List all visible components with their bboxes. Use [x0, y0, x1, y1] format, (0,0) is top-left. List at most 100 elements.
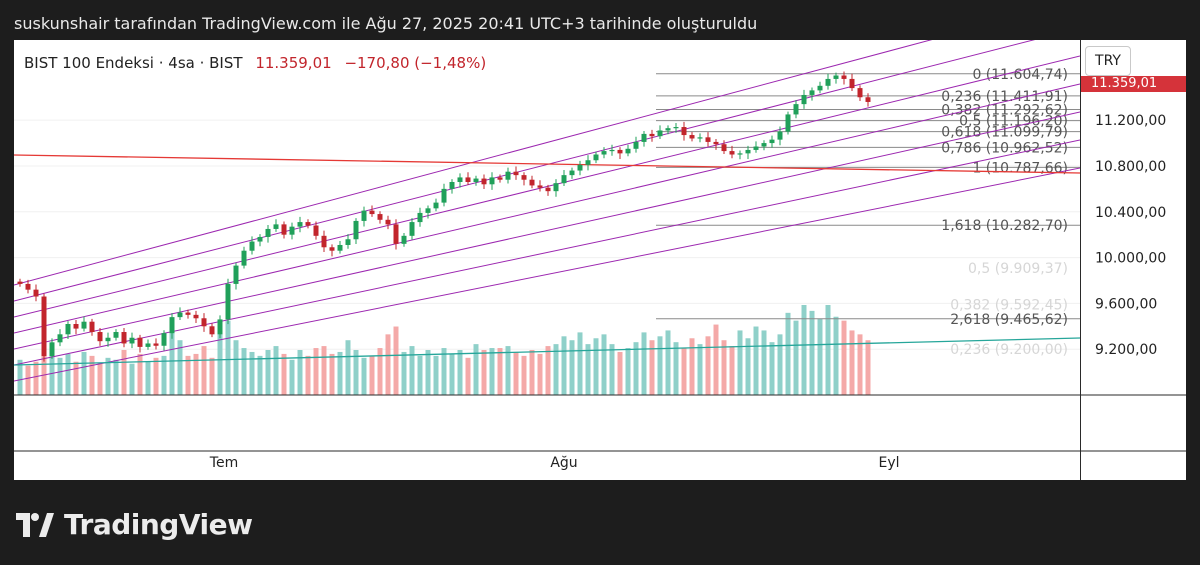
candle [17, 278, 23, 287]
volume-bar [305, 355, 311, 395]
volume-bar [105, 357, 111, 395]
volume-bar [673, 342, 679, 395]
volume-bar [49, 348, 55, 395]
volume-bar [737, 330, 743, 395]
volume-bar [729, 346, 735, 395]
teal-trend-line[interactable] [14, 337, 1080, 366]
volume-bar [769, 342, 775, 395]
volume-bar [409, 346, 415, 395]
candle [169, 313, 175, 339]
candle [625, 144, 631, 157]
price-tick-5: 9.200,00 [1095, 342, 1157, 358]
candle [113, 329, 119, 341]
candle [225, 278, 231, 325]
faint-fib-label-0: 0,5 (9.909,37) [968, 261, 1068, 277]
candle [145, 339, 151, 350]
candle [657, 125, 663, 140]
volume-bar [345, 340, 351, 395]
volume-bar [681, 348, 687, 395]
volume-bar [513, 351, 519, 395]
candle [65, 321, 71, 340]
candle [833, 72, 839, 84]
volume-bar [793, 320, 799, 395]
channel-line-0[interactable] [14, 40, 1080, 286]
volume-bar [745, 338, 751, 395]
candle [209, 323, 215, 338]
volume-bar [801, 305, 807, 395]
channel-line-2[interactable] [14, 55, 1080, 318]
channel-line-6[interactable] [14, 167, 1080, 382]
volume-bar [569, 340, 575, 395]
price-axis[interactable]: TRY 11.359,01 11.200,00 10.800,00 10.400,0… [1081, 40, 1186, 480]
volume-bar [145, 361, 151, 395]
volume-bar [497, 348, 503, 395]
time-label-2: Eyl [878, 455, 899, 471]
candle [153, 338, 159, 350]
volume-bar [81, 351, 87, 395]
candle [441, 183, 447, 207]
volume-bar [169, 328, 175, 395]
volume-bar [233, 340, 239, 395]
tradingview-logo[interactable]: TradingView [16, 508, 253, 541]
candle [545, 184, 551, 196]
price-tick-3: 10.000,00 [1095, 251, 1166, 267]
candle [745, 145, 751, 159]
candle [121, 328, 127, 348]
channel-line-3[interactable] [14, 83, 1080, 334]
candle [729, 145, 735, 159]
candle [841, 71, 847, 85]
pitchfork-channel-lines [14, 40, 1080, 382]
volume-bar [201, 346, 207, 395]
channel-line-5[interactable] [14, 139, 1080, 366]
candle [521, 172, 527, 186]
faint-fib-levels: 0,5 (9.909,37) 0,382 (9.592,45) 0,236 (9.2… [950, 261, 1068, 358]
candle [233, 262, 239, 290]
candle [689, 132, 695, 142]
candle [321, 230, 327, 252]
price-tick-2: 10.400,00 [1095, 205, 1166, 221]
candle [793, 100, 799, 119]
candle [465, 172, 471, 185]
volume-bar [473, 344, 479, 395]
volume-bar [481, 350, 487, 395]
currency-selector[interactable]: TRY [1085, 46, 1131, 76]
red-trend-line[interactable] [14, 154, 1080, 174]
candle [57, 329, 63, 347]
price-axis-ticks: 11.200,00 10.800,00 10.400,00 10.000,00 9.60… [1081, 113, 1186, 452]
symbol-legend[interactable]: BIST 100 Endeksi · 4sa · BIST 11.359,01 … [24, 54, 486, 72]
candle [809, 87, 815, 101]
volume-bar [529, 350, 535, 395]
fib-label-6: 1 (10.787,66) [972, 160, 1068, 176]
volume-bar [705, 336, 711, 395]
candle [617, 147, 623, 159]
volume-bar [193, 353, 199, 395]
candle [481, 174, 487, 189]
grid-lines [14, 119, 1080, 350]
volume-bar [841, 320, 847, 395]
candle [257, 234, 263, 247]
candle [137, 334, 143, 353]
volume-bar [321, 346, 327, 395]
price-chart[interactable]: 0 (11.604,74) 0,236 (11.411,91)0,382 (11.… [14, 40, 1080, 480]
trend-lines [14, 154, 1080, 366]
candle [329, 244, 335, 257]
candle [505, 167, 511, 184]
volume-bar [417, 355, 423, 395]
channel-line-4[interactable] [14, 111, 1080, 350]
candle [305, 219, 311, 229]
volume-bar [177, 340, 183, 395]
volume-bar [441, 348, 447, 395]
candle [49, 338, 55, 359]
candle [369, 205, 375, 217]
candle [401, 232, 407, 247]
volume-bar [257, 355, 263, 395]
volume-bar [849, 330, 855, 395]
volume-bar [601, 334, 607, 395]
faint-fib-label-2: 0,236 (9.200,00) [950, 342, 1068, 358]
volume-bar [137, 353, 143, 395]
volume-bar [281, 353, 287, 395]
chart-pane[interactable]: 0 (11.604,74) 0,236 (11.411,91) 0,382 (11.… [14, 40, 1080, 480]
volume-bar [393, 326, 399, 395]
volume-bar [505, 346, 511, 395]
volume-bar [577, 332, 583, 395]
